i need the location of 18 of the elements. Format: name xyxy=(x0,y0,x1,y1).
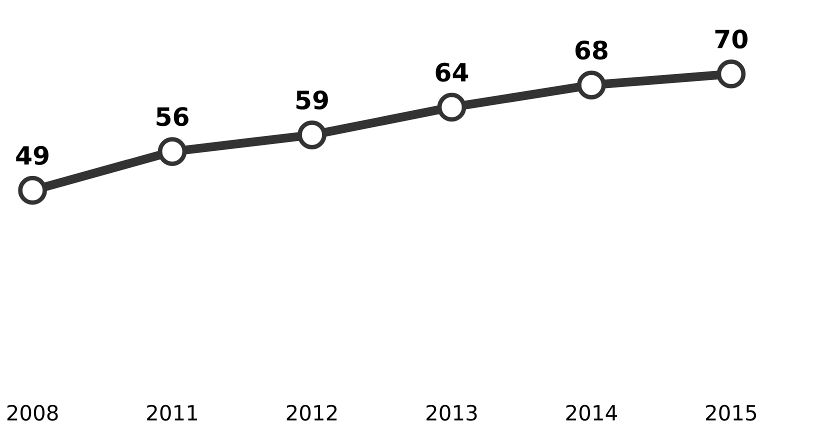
x-tick-label: 2013 xyxy=(426,404,477,421)
data-label: 64 xyxy=(436,62,468,82)
data-label: 59 xyxy=(296,90,328,110)
point xyxy=(716,60,746,88)
x-tick-label: 2012 xyxy=(286,404,337,421)
data-label: 56 xyxy=(156,107,188,126)
data-label: 70 xyxy=(715,30,748,49)
point xyxy=(577,70,606,100)
x-tick-label: 2011 xyxy=(147,404,198,421)
data-label: 68 xyxy=(575,40,608,60)
data-label: 49 xyxy=(16,146,48,165)
x-tick-label: 2014 xyxy=(566,404,617,421)
point xyxy=(437,92,466,122)
x-tick-label: 2008 xyxy=(7,404,58,421)
point xyxy=(18,176,47,205)
point xyxy=(158,137,187,166)
x-tick-label: 2015 xyxy=(706,404,756,421)
point xyxy=(298,120,326,150)
